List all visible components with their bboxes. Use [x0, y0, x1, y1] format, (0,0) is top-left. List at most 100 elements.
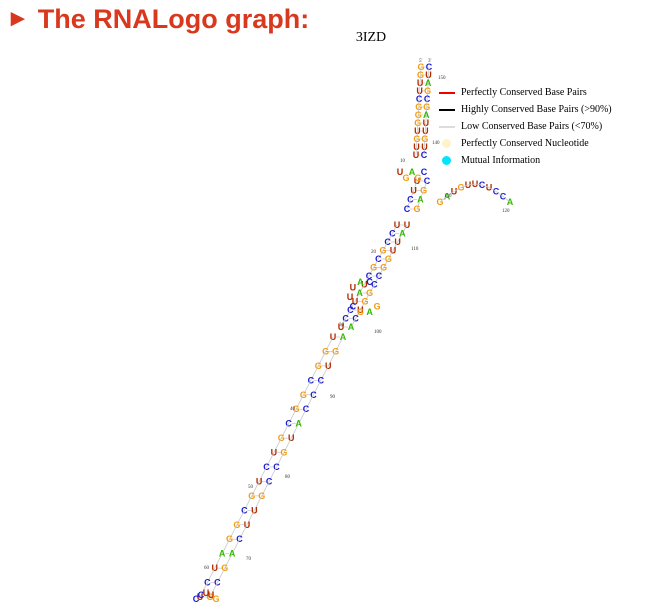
- backbone-line: [419, 190, 425, 200]
- nucleotide-A: A: [409, 167, 416, 177]
- nucleotide-C: C: [236, 534, 243, 544]
- molecule-id: 3IZD: [355, 30, 387, 45]
- cyan-dot-swatch: [442, 156, 451, 165]
- position-number-label: 60: [204, 566, 210, 571]
- nucleotide-U: U: [347, 292, 354, 302]
- backbone-line: [481, 184, 490, 188]
- backbone-line: [224, 553, 233, 569]
- nucleotide-G: G: [402, 173, 409, 183]
- backbone-line: [359, 284, 365, 294]
- nucleotide-U: U: [413, 150, 420, 160]
- nucleotide-A: A: [507, 197, 514, 207]
- backbone-line: [406, 199, 411, 210]
- nucleotide-C: C: [407, 195, 414, 205]
- backbone-line: [239, 524, 248, 540]
- backbone-line: [495, 191, 504, 197]
- position-number-label: 140: [432, 141, 440, 146]
- position-number-label: 120: [502, 209, 510, 214]
- legend-item-high-pairs: Highly Conserved Base Pairs (>90%): [437, 101, 612, 118]
- position-number-label: 70: [246, 557, 252, 562]
- backbone-line: [320, 365, 329, 381]
- backbone-line: [295, 394, 304, 410]
- nucleotide-C: C: [421, 150, 428, 160]
- position-number-label: 110: [411, 247, 419, 252]
- red-line-swatch: [439, 92, 455, 94]
- page-header: ► The RNALogo graph:: [6, 2, 309, 36]
- nucleotide-C: C: [424, 94, 431, 104]
- nucleotide-A: A: [425, 78, 432, 88]
- nucleotide-G: G: [414, 173, 421, 183]
- backbone-line: [467, 183, 476, 186]
- nucleotide-C: C: [303, 404, 310, 414]
- position-number-label: 10: [400, 159, 406, 164]
- backbone-line: [273, 437, 282, 453]
- position-number-label: 50: [248, 485, 254, 490]
- backbone-line: [261, 481, 270, 497]
- backbone-line: [439, 196, 448, 203]
- backbone-line: [243, 495, 253, 511]
- backbone-line: [290, 423, 300, 439]
- backbone-line: [488, 187, 497, 192]
- nucleotide-A: A: [357, 277, 364, 287]
- backbone-line: [359, 301, 366, 311]
- backbone-line: [253, 495, 263, 511]
- position-number-label: 90: [330, 395, 336, 400]
- position-number-label: 20: [371, 250, 377, 255]
- gray-line-swatch: [439, 126, 455, 128]
- backbone-line: [325, 336, 334, 352]
- backbone-line: [383, 258, 389, 268]
- nucleotide-U: U: [397, 167, 404, 177]
- nucleotide-G: G: [374, 301, 381, 311]
- nucleotide-C: C: [404, 204, 411, 214]
- nucleotide-C: C: [366, 271, 373, 281]
- backbone-line: [391, 224, 398, 234]
- backbone-line: [349, 301, 356, 311]
- backbone-line: [453, 187, 462, 192]
- backbone-line: [340, 318, 347, 328]
- position-number-label: 150: [438, 76, 446, 81]
- nucleotide-U: U: [197, 592, 204, 602]
- backbone-line: [392, 241, 399, 251]
- backbone-line: [345, 309, 351, 319]
- backbone-line: [363, 275, 370, 285]
- backbone-line: [409, 190, 415, 200]
- backbone-line: [423, 180, 428, 191]
- five-prime-label: 5': [419, 59, 423, 64]
- legend-item-perfect-pairs: Perfectly Conserved Base Pairs: [437, 84, 612, 101]
- yellow-dot-swatch: [442, 139, 451, 148]
- backbone-line: [276, 452, 285, 468]
- nucleotide-C: C: [193, 594, 200, 604]
- nucleotide-C: C: [389, 229, 396, 239]
- backbone-line: [268, 466, 277, 482]
- nucleotide-C: C: [285, 419, 292, 429]
- backbone-line: [474, 183, 483, 186]
- position-number-label: 130: [444, 194, 452, 199]
- nucleotide-C: C: [204, 578, 211, 588]
- backbone-line: [305, 394, 314, 410]
- nucleotide-C: C: [266, 476, 273, 486]
- backbone-line: [350, 318, 357, 328]
- nucleotide-U: U: [350, 283, 357, 293]
- nucleotide-U: U: [338, 322, 345, 332]
- position-number-label: 100: [374, 330, 382, 335]
- nucleotide-C: C: [308, 375, 315, 385]
- backbone-line: [364, 292, 371, 302]
- nucleotide-G: G: [212, 594, 219, 604]
- nucleotide-G: G: [206, 592, 213, 602]
- nucleotide-A: A: [356, 288, 363, 298]
- backbone-line: [387, 233, 393, 243]
- nucleotide-A: A: [366, 307, 373, 317]
- legend-item-conserved-nucleotide: Perfectly Conserved Nucleotide: [437, 135, 612, 152]
- nucleotide-C: C: [310, 390, 317, 400]
- backbone-line: [251, 481, 260, 497]
- nucleotide-C: C: [416, 94, 423, 104]
- backbone-line: [236, 510, 245, 525]
- backbone-line: [214, 553, 223, 569]
- backbone-line: [207, 567, 216, 583]
- backbone-line: [378, 267, 385, 277]
- backbone-line: [303, 380, 312, 395]
- backbone-line: [373, 275, 380, 285]
- nucleotide-C: C: [424, 176, 431, 186]
- nucleotide-A: A: [229, 549, 236, 559]
- nucleotide-C: C: [384, 237, 391, 247]
